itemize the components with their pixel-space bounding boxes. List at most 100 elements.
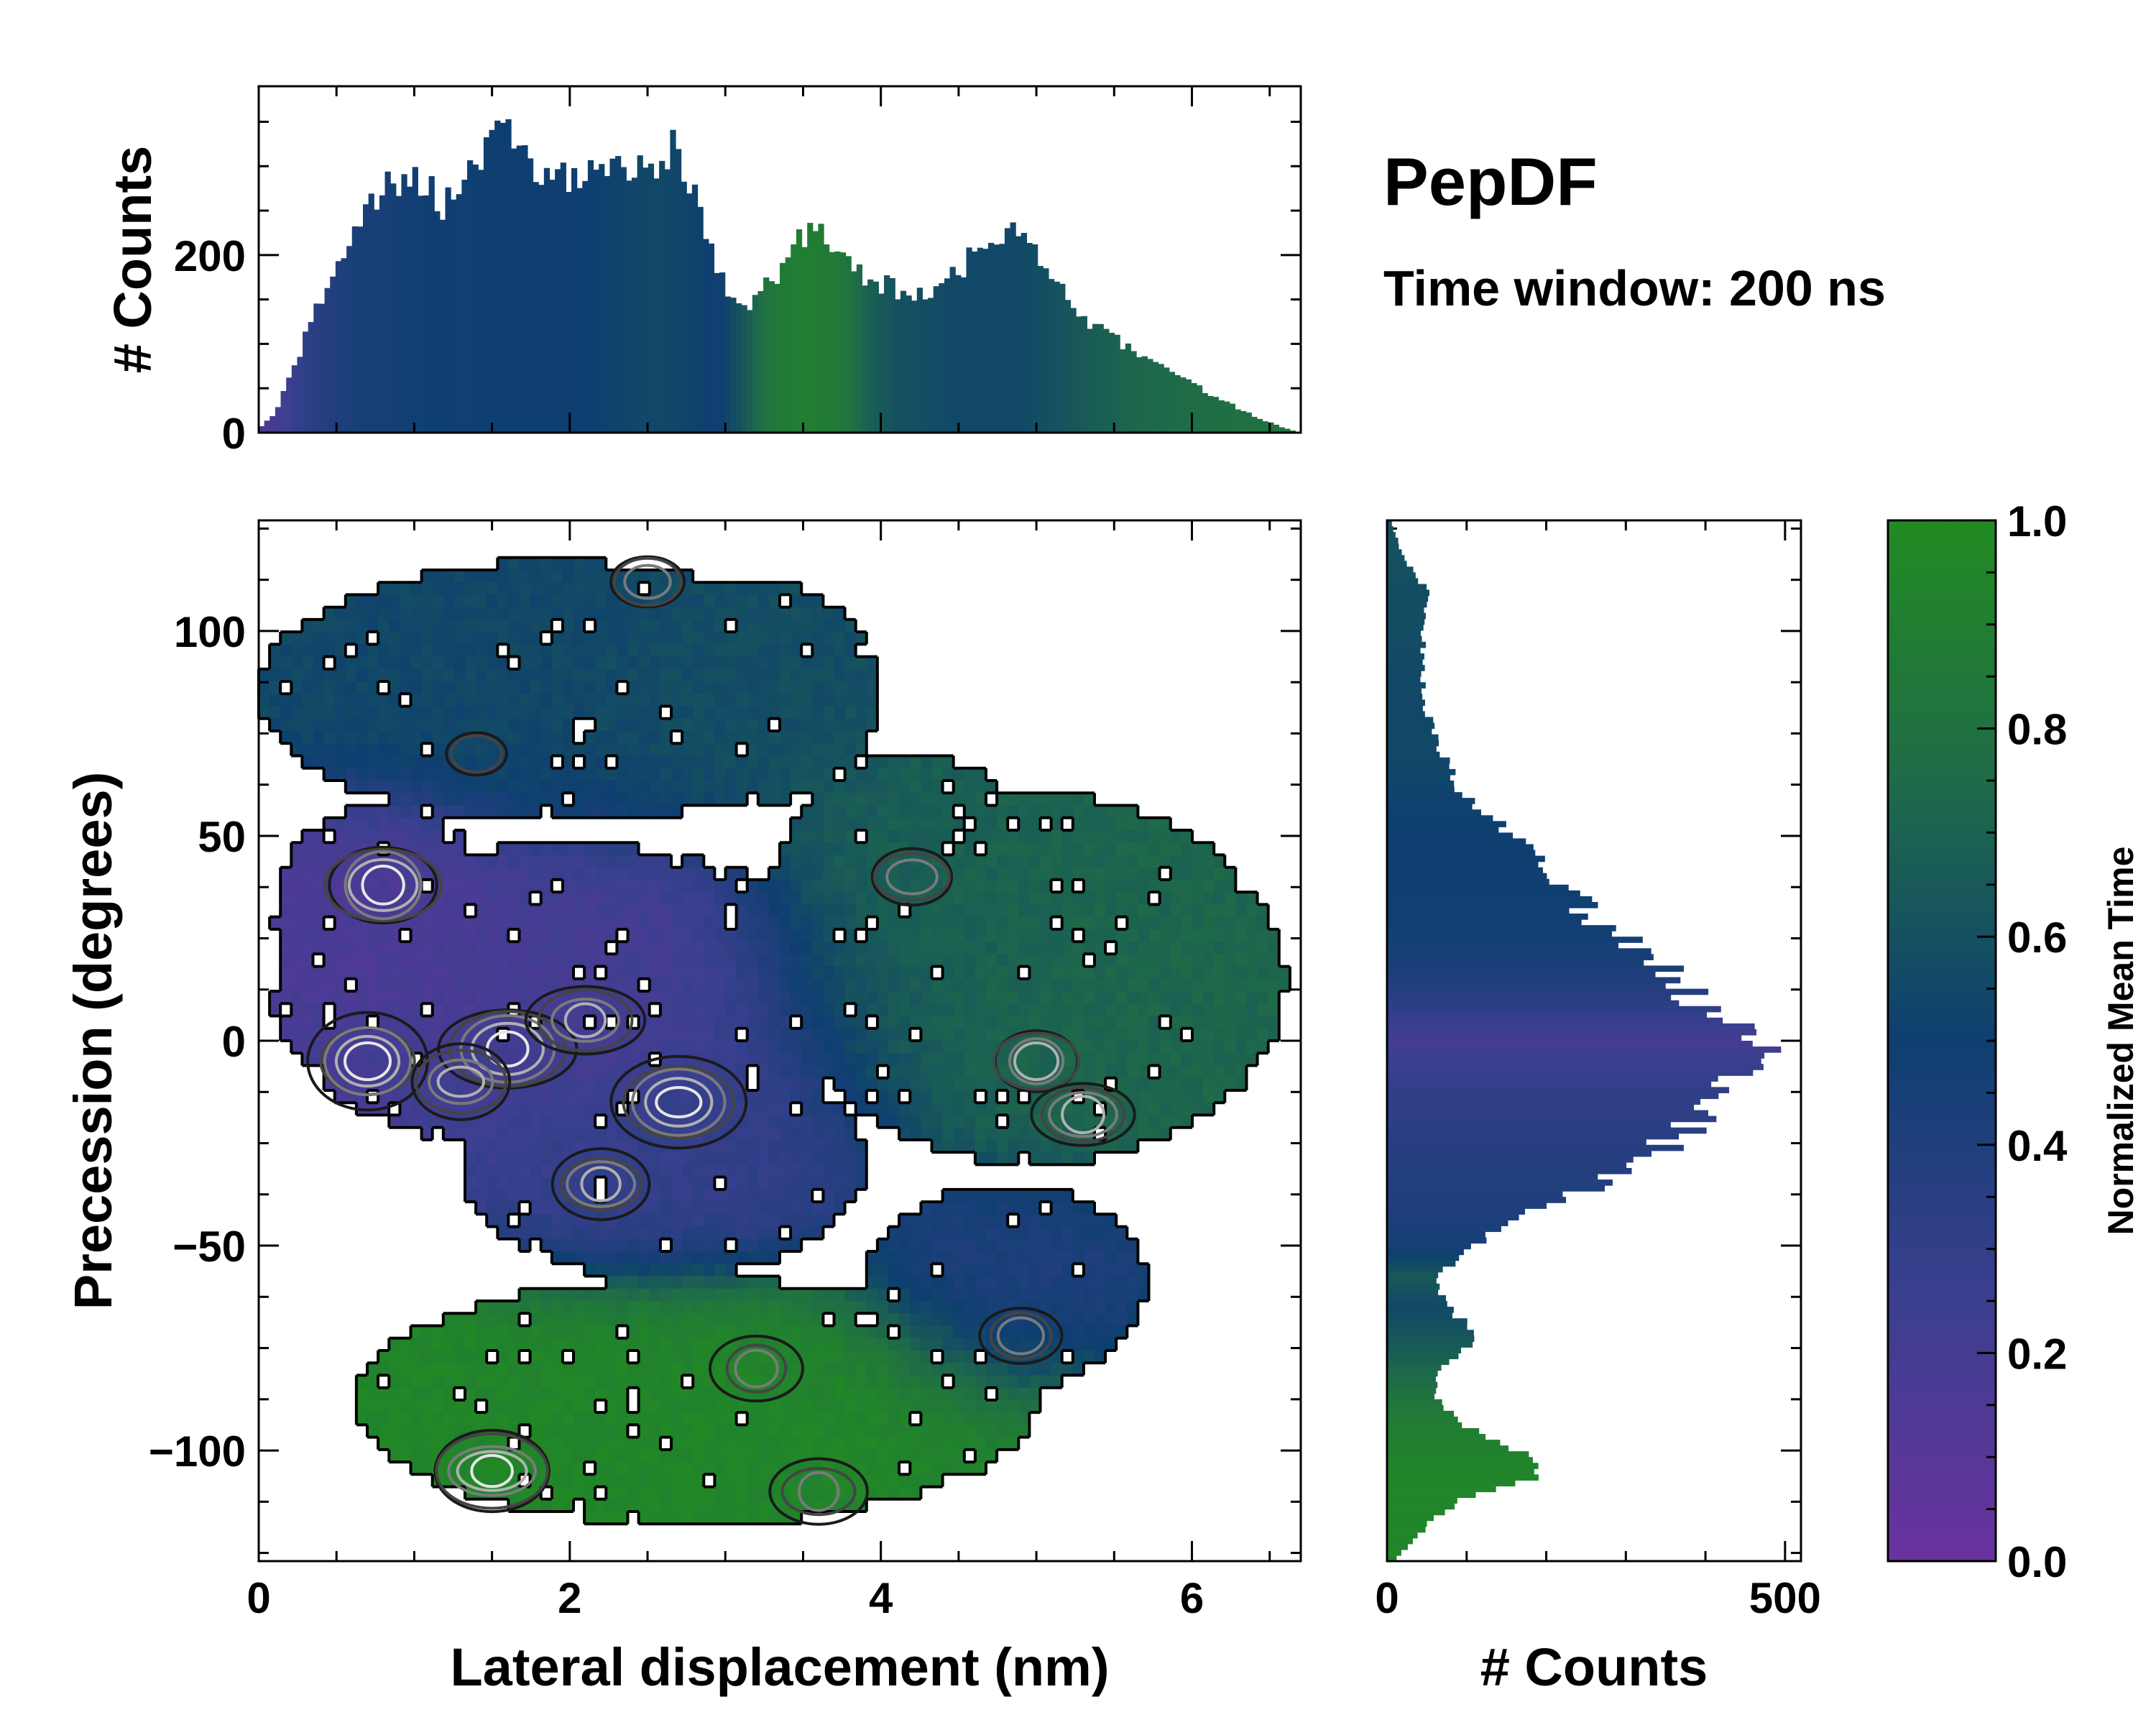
heatmap-cell [497,656,509,670]
heatmap-cell [985,1301,998,1314]
heatmap-cell [334,706,346,719]
heatmap-cell [921,1090,932,1103]
heatmap-cell [964,793,976,806]
heatmap-cell [975,805,987,819]
heatmap-cell [1159,892,1171,905]
heatmap-cell [421,594,433,608]
heatmap-cell [367,978,379,992]
heatmap-cell [1083,929,1095,942]
heatmap-cell [1203,867,1215,880]
heatmap-cell [595,668,607,682]
heatmap-cell [540,644,553,658]
heatmap-cell [660,1499,672,1512]
heatmap-cell [812,1338,824,1351]
heatmap-cell [1072,1301,1084,1314]
heatmap-cell [497,1226,509,1240]
heatmap-cell [378,768,390,781]
heatmap-cell [866,942,878,954]
heatmap-cell [866,1041,878,1054]
heatmap-cell [617,1238,629,1252]
top-histogram-bar [1279,427,1285,433]
heatmap-cell [921,829,932,843]
heatmap-cell [1040,978,1052,992]
heatmap-cell [540,793,553,806]
heatmap-cell [584,1363,596,1376]
heatmap-cell [834,954,846,967]
heatmap-cell [693,916,704,930]
chart-subtitle: Time window: 200 ns [1383,260,1886,316]
heatmap-cell [834,842,846,855]
heatmap-cell [584,1437,596,1450]
heatmap-cell [693,607,704,620]
heatmap-cell [1008,1338,1019,1351]
heatmap-cell [432,1425,444,1438]
heatmap-cell [704,1238,715,1252]
heatmap-cell [540,942,553,954]
heatmap-cell [432,991,444,1004]
heatmap-cell [812,904,824,918]
heatmap-cell [649,1412,661,1425]
heatmap-cell [487,867,498,880]
heatmap-cell [551,942,563,954]
heatmap-cell [595,1412,607,1425]
heatmap-cell [1040,1139,1052,1153]
heatmap-cell [975,1375,987,1389]
heatmap-cell [997,1202,1008,1215]
heatmap-cell [562,1486,574,1500]
heatmap-cell [497,1177,509,1190]
heatmap-cell [562,805,574,819]
heatmap-cell [1203,978,1215,992]
heatmap-cell [443,916,455,930]
heatmap-cell [1192,966,1204,980]
heatmap-cell [942,1437,954,1450]
heatmap-cell [497,681,509,694]
heatmap-cell [497,1363,509,1376]
heatmap-cell [780,781,791,794]
heatmap-cell [389,582,400,595]
heatmap-cell [985,1238,998,1252]
heatmap-cell [899,929,911,942]
heatmap-cell [910,1399,921,1413]
heatmap-cell [649,632,661,645]
heatmap-cell [1040,916,1052,930]
heatmap-cell [562,1115,574,1128]
heatmap-cell [931,942,944,954]
heatmap-cell [964,1313,976,1326]
heatmap-cell [453,805,466,819]
heatmap-cell [757,904,770,918]
heatmap-cell [877,1313,889,1326]
density-contour [992,1031,1080,1091]
top-histogram-bar [878,293,885,433]
heatmap-cell [606,1387,617,1401]
heatmap-cell [410,954,423,967]
heatmap-cell [1214,1077,1225,1091]
top-histogram-bar [374,209,380,433]
heatmap-cell [1116,1226,1128,1240]
heatmap-cell [1051,1202,1063,1215]
heatmap-cell [953,768,965,781]
heatmap-cell [638,607,650,620]
heatmap-cell [519,867,531,880]
heatmap-cell [508,978,520,992]
heatmap-cell [725,1313,737,1326]
heatmap-cell [877,1449,889,1463]
heatmap-cell [627,1264,640,1277]
heatmap-cell [519,1363,531,1376]
heatmap-cell [866,805,878,819]
heatmap-cell [953,1127,965,1141]
heatmap-cell [378,644,390,658]
heatmap-cell [671,1499,683,1512]
heatmap-cell [801,817,813,831]
heatmap-cell [1051,1226,1063,1240]
heatmap-cell [595,1202,607,1215]
heatmap-cell [736,1041,748,1054]
heatmap-cell [595,706,607,719]
heatmap-cell [334,755,346,769]
heatmap-cell [1170,991,1182,1004]
heatmap-cell [280,731,292,744]
heatmap-cell [834,1363,846,1376]
heatmap-cell [682,1152,694,1165]
heatmap-cell [638,718,650,732]
heatmap-cell [812,1375,824,1389]
heatmap-cell [791,656,802,670]
